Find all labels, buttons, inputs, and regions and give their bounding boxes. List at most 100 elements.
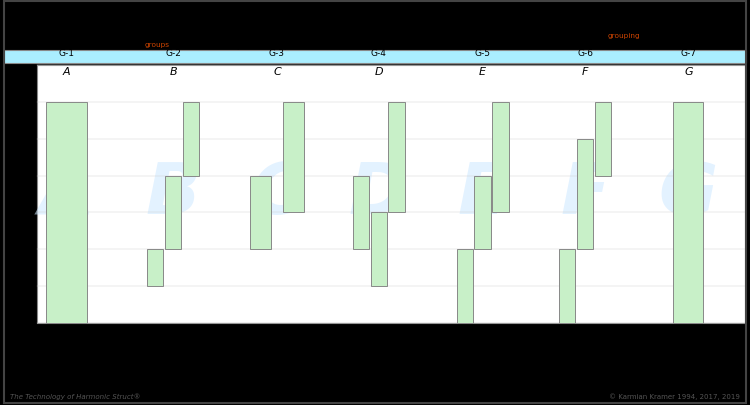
Text: G-5: G-5 xyxy=(475,49,490,58)
Text: G: G xyxy=(581,400,590,405)
Text: The top names (labelled A-G) define the: The top names (labelled A-G) define the xyxy=(10,33,160,40)
Text: C: C xyxy=(170,400,176,405)
Text: of: of xyxy=(685,347,692,357)
Text: U: U xyxy=(375,358,382,368)
Bar xyxy=(183,103,199,176)
Text: which affect and: which affect and xyxy=(140,369,206,377)
Text: L-4: L-4 xyxy=(22,190,34,199)
Bar xyxy=(251,176,271,249)
Bar xyxy=(165,176,182,249)
Text: E: E xyxy=(458,160,507,229)
Text: by: by xyxy=(272,389,282,399)
Text: S: S xyxy=(170,358,176,368)
Text: A: A xyxy=(685,400,692,405)
Text: are affected: are affected xyxy=(42,379,92,388)
Text: G-7: G-7 xyxy=(680,49,696,58)
Bar xyxy=(46,103,87,323)
Text: L-3: L-3 xyxy=(22,227,34,236)
Text: which affect and: which affect and xyxy=(345,369,412,377)
Text: by: by xyxy=(374,389,384,399)
Text: G: G xyxy=(658,160,718,229)
Text: E: E xyxy=(479,66,486,77)
Text: 3 ...N.......: 3 ...N....... xyxy=(460,337,506,346)
Text: A: A xyxy=(39,160,94,229)
Text: Types of: Types of xyxy=(10,42,42,48)
Text: which affect and: which affect and xyxy=(449,369,516,377)
Text: G-1: G-1 xyxy=(58,49,75,58)
Text: D: D xyxy=(374,66,383,77)
Text: B: B xyxy=(146,160,200,229)
Text: B: B xyxy=(63,400,70,405)
Text: G-4: G-4 xyxy=(370,49,387,58)
Text: T: T xyxy=(274,358,280,368)
Bar xyxy=(577,139,593,249)
Text: L-7: L-7 xyxy=(22,80,34,89)
Text: revealing: revealing xyxy=(48,327,86,336)
Text: which affect and: which affect and xyxy=(34,369,101,377)
Text: are affected: are affected xyxy=(560,379,610,388)
Text: by: by xyxy=(168,389,178,399)
Bar xyxy=(147,249,164,286)
Text: B: B xyxy=(170,66,177,77)
Text: which affect and: which affect and xyxy=(244,369,310,377)
Text: 2 ...P..........: 2 ...P.......... xyxy=(559,337,612,346)
Text: A: A xyxy=(63,66,70,77)
Text: G-3: G-3 xyxy=(269,49,285,58)
Text: L-5: L-5 xyxy=(22,153,34,162)
Text: G: G xyxy=(684,66,693,77)
Bar xyxy=(457,249,473,323)
Text: 5 ...L.......: 5 ...L....... xyxy=(255,337,299,346)
Text: L-6: L-6 xyxy=(22,117,34,126)
Text: revealing: revealing xyxy=(566,327,604,336)
Bar xyxy=(475,176,490,249)
Text: 7 ........J..........: 7 ........J.......... xyxy=(33,337,101,346)
Text: revealing: revealing xyxy=(154,327,192,336)
Text: E: E xyxy=(376,400,382,405)
Text: revealing: revealing xyxy=(360,327,398,336)
Text: 4 ...M.......: 4 ...M....... xyxy=(355,337,403,346)
Text: L-2: L-2 xyxy=(22,263,34,272)
Bar xyxy=(38,66,745,323)
Bar xyxy=(595,103,611,176)
Bar xyxy=(283,103,304,213)
Text: (labelled A-G) can often be given special names.: (labelled A-G) can often be given specia… xyxy=(234,42,416,49)
Text: are affected: are affected xyxy=(252,379,302,388)
Text: are affected: are affected xyxy=(148,379,198,388)
Text: are affected: are affected xyxy=(354,379,404,388)
Text: G-2: G-2 xyxy=(165,49,181,58)
Text: C: C xyxy=(251,160,304,229)
Text: R: R xyxy=(63,358,70,368)
Bar xyxy=(352,176,369,249)
Text: © Karmian Kramer 1994, 2017, 2019: © Karmian Kramer 1994, 2017, 2019 xyxy=(610,392,740,399)
Text: groups: groups xyxy=(144,42,170,48)
Text: W: W xyxy=(580,358,590,368)
Text: which affect and: which affect and xyxy=(655,369,722,377)
Text: by: by xyxy=(62,389,72,399)
Text: The Technology of Harmonic Struct®: The Technology of Harmonic Struct® xyxy=(10,392,140,399)
Text: C: C xyxy=(273,66,280,77)
Bar xyxy=(674,103,704,323)
Text: revealing: revealing xyxy=(464,327,502,336)
Text: of: of xyxy=(375,347,382,357)
Bar xyxy=(370,213,387,286)
Text: 6 ...K.......: 6 ...K....... xyxy=(150,337,196,346)
Bar xyxy=(560,249,575,323)
Text: The Structural Hierarchy: The Structural Hierarchy xyxy=(10,15,174,28)
Text: by: by xyxy=(683,389,693,399)
Text: of: of xyxy=(169,347,177,357)
Text: which affect and: which affect and xyxy=(552,369,619,377)
Text: F: F xyxy=(582,66,588,77)
Text: D: D xyxy=(349,160,409,229)
Text: revealing: revealing xyxy=(258,327,296,336)
Bar xyxy=(388,103,405,213)
Text: The levels in certain Hierarchies can be progressively combined in: The levels in certain Hierarchies can be… xyxy=(10,24,257,30)
Text: 1 ...Q.......: 1 ...Q....... xyxy=(665,337,712,346)
Text: D: D xyxy=(273,400,281,405)
Text: X: X xyxy=(685,358,692,368)
Text: revealing: revealing xyxy=(670,327,707,336)
Text: of: of xyxy=(581,347,589,357)
Text: by: by xyxy=(478,389,488,399)
Text: G-6: G-6 xyxy=(578,49,593,58)
Text: of: of xyxy=(63,347,70,357)
Text: by: by xyxy=(580,389,590,399)
